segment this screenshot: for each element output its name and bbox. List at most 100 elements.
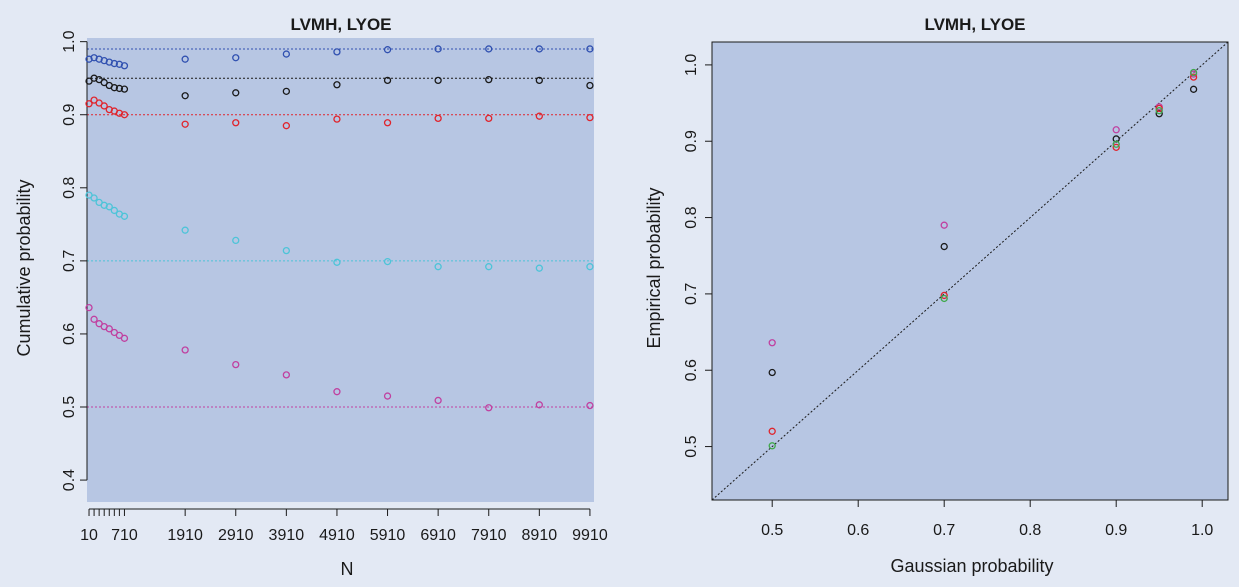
data-point — [181, 55, 189, 63]
data-point — [333, 48, 341, 56]
data-point — [333, 81, 341, 89]
x-tick-label: 7910 — [471, 527, 507, 544]
data-point — [768, 427, 776, 435]
chart-left-title: LVMH, LYOE — [290, 15, 391, 34]
data-point — [434, 263, 442, 271]
data-point — [85, 303, 93, 312]
x-tick-label: 0.6 — [847, 522, 869, 539]
chart-right: 0.5 0.6 0.7 0.8 0.9 1.0 0.5 0.6 0.7 0.8 0.9 1.0 LVMH… — [644, 15, 1229, 576]
data-point — [535, 264, 543, 272]
x-tick-label: 0.9 — [1105, 522, 1127, 539]
data-point — [85, 100, 93, 108]
data-point — [110, 84, 118, 92]
y-tick-label: 0.6 — [61, 323, 78, 345]
y-tick-label: 0.8 — [683, 206, 700, 228]
x-tick-label: 1910 — [167, 527, 203, 544]
data-point — [232, 236, 240, 245]
x-tick-label: 9910 — [572, 527, 608, 544]
data-point — [333, 388, 341, 396]
chart-left: 0.4 0.5 0.6 0.7 0.8 0.9 1.0 10 710 1910 2910 3910 49… — [14, 15, 608, 579]
y-tick-label: 0.7 — [61, 250, 78, 272]
data-point — [434, 114, 442, 123]
data-point — [120, 212, 129, 220]
data-point — [535, 401, 543, 409]
data-point — [535, 112, 543, 120]
data-point — [90, 194, 98, 202]
data-point — [383, 76, 392, 85]
x-tick-label: 3910 — [269, 527, 305, 544]
data-point — [485, 263, 493, 271]
data-point — [232, 119, 240, 127]
y-tick-label: 0.6 — [683, 359, 700, 381]
chart-left-plot-area — [87, 38, 594, 502]
y-tick-label: 1.0 — [683, 54, 700, 76]
data-point — [485, 114, 493, 123]
data-point — [1112, 135, 1120, 143]
data-point — [1155, 110, 1163, 118]
data-point — [586, 45, 594, 53]
x-tick-label: 2910 — [218, 527, 254, 544]
y-tick-label: 1.0 — [61, 30, 78, 52]
data-point — [333, 115, 341, 123]
data-point — [1155, 107, 1163, 115]
data-point — [181, 226, 189, 234]
data-point — [485, 76, 493, 84]
x-tick-label: 8910 — [522, 527, 558, 544]
y-tick-label: 0.9 — [683, 130, 700, 152]
y-tick-label: 0.8 — [61, 177, 78, 199]
data-point — [1112, 143, 1120, 151]
data-point — [1112, 140, 1120, 148]
data-point — [434, 396, 442, 405]
data-point — [768, 442, 776, 450]
data-point — [110, 206, 118, 215]
data-point — [485, 404, 493, 412]
data-point — [768, 368, 776, 377]
data-point — [434, 45, 442, 53]
data-point — [383, 392, 392, 400]
data-point — [232, 89, 240, 97]
x-tick-label: 710 — [111, 527, 138, 544]
data-point — [586, 401, 594, 410]
data-point — [115, 84, 124, 93]
data-point — [181, 346, 189, 354]
data-point — [1189, 85, 1198, 93]
data-point — [282, 246, 290, 255]
data-point — [586, 113, 594, 122]
data-point — [383, 119, 392, 127]
data-point — [940, 291, 948, 300]
data-point — [434, 76, 442, 85]
data-point — [768, 339, 776, 347]
data-point — [120, 111, 129, 119]
y-axis-title: Empirical probability — [644, 187, 664, 348]
x-tick-label: 10 — [80, 527, 98, 544]
data-point — [181, 92, 189, 100]
data-point — [282, 371, 290, 379]
data-point — [282, 50, 290, 58]
x-tick-label: 0.7 — [933, 522, 955, 539]
data-point — [181, 120, 189, 128]
data-point — [120, 85, 129, 93]
x-tick-label: 5910 — [370, 527, 406, 544]
y-axis-title: Cumulative probability — [14, 179, 34, 356]
data-point — [333, 258, 341, 266]
y-tick-label: 0.5 — [683, 435, 700, 457]
data-point — [383, 46, 392, 54]
identity-diagonal — [711, 41, 1229, 501]
data-point — [940, 294, 948, 303]
data-point — [1112, 126, 1120, 134]
data-point — [535, 45, 543, 53]
data-point — [282, 122, 290, 130]
data-point — [1189, 73, 1198, 81]
data-point — [383, 257, 392, 266]
data-point — [940, 242, 948, 251]
data-point — [120, 62, 129, 70]
data-point — [586, 263, 594, 271]
data-point — [485, 45, 493, 53]
data-point — [282, 87, 290, 95]
data-point — [110, 59, 118, 68]
x-tick-label: 4910 — [319, 527, 355, 544]
y-tick-label: 0.7 — [683, 283, 700, 305]
data-point — [100, 102, 108, 110]
